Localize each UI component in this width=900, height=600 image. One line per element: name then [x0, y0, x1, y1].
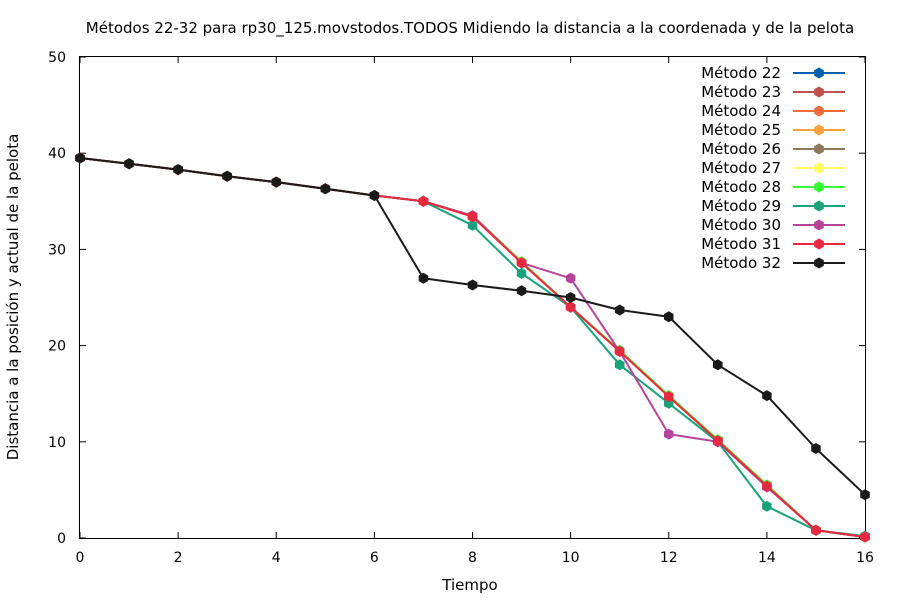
legend-label: Método 22 [701, 64, 781, 82]
x-tick-label: 4 [272, 550, 281, 566]
legend-marker [814, 162, 824, 174]
y-tick-label: 40 [48, 146, 66, 162]
legend-marker [814, 124, 824, 136]
series-point [664, 428, 674, 440]
series-point [713, 435, 723, 447]
series-point [811, 524, 821, 536]
y-tick-label: 30 [48, 242, 66, 258]
legend-label: Método 32 [701, 254, 781, 272]
x-tick-label: 0 [76, 550, 85, 566]
legend-marker [814, 200, 824, 212]
legend-label: Método 31 [701, 235, 781, 253]
series-point [565, 301, 576, 313]
series-point [516, 267, 527, 279]
series-point [811, 443, 821, 454]
series-point [762, 500, 772, 512]
legend-marker [814, 105, 824, 117]
series-group [75, 152, 870, 543]
series-point [369, 190, 380, 201]
series-point [614, 359, 625, 371]
legend-label: Método 23 [701, 83, 781, 101]
legend-label: Método 29 [701, 197, 781, 215]
series-point [565, 272, 576, 284]
series-point [614, 345, 625, 357]
legend-marker [814, 67, 824, 79]
legend-label: Método 27 [701, 159, 781, 177]
series-point [860, 531, 870, 543]
x-tick-label: 8 [468, 550, 477, 566]
legend-item: Método 22 [701, 64, 845, 82]
series-point [664, 311, 674, 323]
legend-item: Método 32 [701, 254, 845, 272]
legend-item: Método 29 [701, 197, 845, 215]
y-tick-label: 10 [48, 435, 66, 451]
series-point [418, 195, 429, 207]
legend-marker [814, 238, 824, 250]
series-point [222, 170, 232, 182]
series-point [664, 391, 674, 403]
series-point [713, 359, 723, 371]
legend-label: Método 24 [701, 102, 781, 120]
legend-marker [814, 219, 824, 231]
legend-item: Método 28 [701, 178, 845, 196]
y-tick-label: 20 [48, 339, 66, 355]
legend-marker [814, 86, 824, 98]
legend-marker [814, 143, 824, 155]
x-tick-label: 16 [856, 550, 874, 566]
x-tick-label: 6 [370, 550, 379, 566]
series-point [614, 304, 625, 316]
legend-item: Método 31 [701, 235, 845, 253]
series-point [516, 285, 527, 297]
axis-ticks: 0 2 4 6 8 10 12 14 16 0 10 20 30 40 50 [48, 50, 874, 566]
legend-marker [814, 257, 824, 269]
series-point [467, 219, 478, 231]
series-point [565, 292, 576, 303]
legend-label: Método 25 [701, 121, 781, 139]
series-point [320, 183, 331, 195]
y-tick-label: 50 [48, 50, 66, 66]
x-tick-label: 10 [562, 550, 580, 566]
y-axis-label: Distancia a la posición y actual de la p… [4, 134, 22, 461]
legend-label: Método 28 [701, 178, 781, 196]
legend-item: Método 25 [701, 121, 845, 139]
series-point [75, 152, 85, 164]
series-11 [75, 152, 870, 501]
series-point [124, 158, 134, 170]
series-point [467, 211, 478, 223]
series-point [516, 257, 527, 269]
legend-item: Método 26 [701, 140, 845, 158]
chart-title: Métodos 22-32 para rp30_125.movstodos.TO… [86, 19, 854, 38]
series-point [467, 279, 478, 291]
legend-label: Método 26 [701, 140, 781, 158]
plot-area-frame [79, 56, 866, 539]
series-point [271, 176, 281, 188]
x-tick-label: 14 [758, 550, 776, 566]
x-tick-label: 2 [174, 550, 183, 566]
series-point [418, 272, 429, 284]
legend-item: Método 27 [701, 159, 845, 177]
legend-label: Método 30 [701, 216, 781, 234]
y-tick-label: 0 [57, 531, 66, 547]
series-point [860, 489, 870, 501]
x-axis-label: Tiempo [441, 576, 497, 594]
legend-item: Método 30 [701, 216, 845, 234]
series-point [762, 480, 772, 492]
legend-item: Método 23 [701, 83, 845, 101]
legend-marker [814, 181, 824, 193]
series-point [762, 390, 772, 402]
series-point [173, 164, 183, 176]
legend-item: Método 24 [701, 102, 845, 120]
x-tick-label: 12 [660, 550, 678, 566]
